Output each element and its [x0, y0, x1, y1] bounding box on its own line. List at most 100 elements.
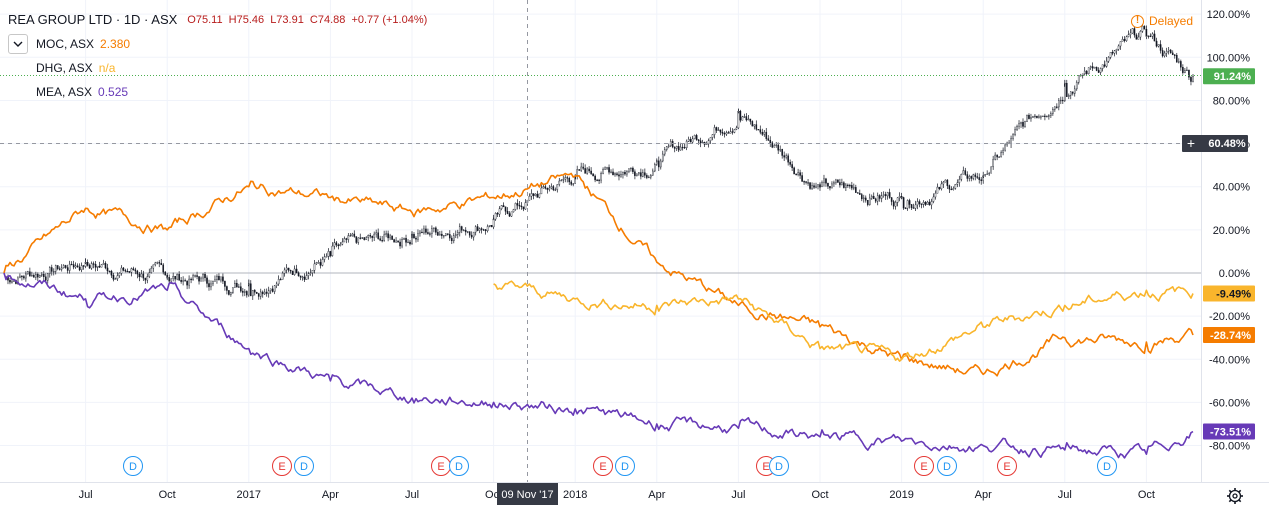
candle-body [41, 274, 43, 276]
candle-body [926, 201, 929, 205]
dividend-event-icon[interactable]: D [769, 456, 789, 476]
event-label: D [129, 461, 137, 473]
y-tick-label: 80.00% [1213, 95, 1251, 107]
candle-body [64, 265, 67, 268]
candle-body [136, 270, 139, 275]
candle-body [108, 270, 111, 272]
candle-body [456, 232, 459, 235]
candle-body [144, 277, 147, 281]
candle-body [928, 201, 931, 206]
candle-body [236, 283, 238, 288]
candle-body [120, 267, 123, 274]
dividend-event-icon[interactable]: D [1097, 456, 1117, 476]
candle-body [500, 205, 503, 209]
earnings-event-icon[interactable]: E [997, 456, 1017, 476]
legend-collapse-button[interactable] [8, 34, 28, 54]
dividend-event-icon[interactable]: D [937, 456, 957, 476]
candle-body [833, 182, 835, 185]
candle-body [554, 189, 557, 191]
candle-body [1147, 35, 1150, 37]
candle-body [74, 265, 77, 268]
candle-body [335, 242, 338, 246]
close-value: C74.88 [309, 14, 346, 26]
candle-body [996, 154, 998, 158]
open-value: O75.11 [187, 14, 223, 26]
candle-body [697, 139, 700, 141]
candle-body [805, 181, 807, 183]
candle-body [757, 129, 760, 131]
candle-body [894, 202, 897, 207]
candle-body [761, 132, 764, 135]
candle-body [835, 179, 837, 183]
event-label: D [775, 461, 783, 473]
earnings-event-icon[interactable]: E [593, 456, 613, 476]
candle-body [956, 182, 959, 185]
candle-body [160, 262, 163, 266]
candle-body [747, 118, 750, 121]
candle-body [35, 274, 37, 278]
candle-body [365, 237, 368, 240]
candle-body [78, 266, 81, 271]
legend-item-mea[interactable]: MEA, ASX 0.525 [8, 80, 430, 104]
candle-body [622, 171, 624, 175]
change-value: +0.77 (+1.04%) [351, 14, 428, 26]
candle-body [261, 291, 264, 295]
time-axis[interactable]: Jul Oct 2017 Apr Jul Oct 2018 Apr Jul Oct 2019 Apr J… [79, 489, 1155, 501]
candle-body [1101, 64, 1104, 69]
candle-body [212, 281, 214, 285]
candle-body [478, 228, 481, 231]
candle-body [568, 178, 571, 183]
candle-body [1014, 129, 1016, 135]
candle-body [449, 234, 451, 239]
candle-body [178, 273, 180, 281]
candle-body [1065, 82, 1068, 97]
candle-body [715, 127, 718, 131]
candle-body [301, 276, 304, 278]
high-value: H75.46 [228, 14, 265, 26]
gear-icon[interactable] [1226, 487, 1244, 505]
candle-body [669, 141, 672, 147]
candle-body [763, 131, 766, 135]
candle-body [311, 269, 314, 274]
candle-body [878, 195, 881, 199]
candle-body [896, 197, 899, 203]
dividend-event-icon[interactable]: D [449, 456, 469, 476]
candle-body [401, 239, 403, 247]
candle-body [777, 144, 780, 151]
series-main-candles [5, 24, 1194, 300]
candle-body [892, 201, 895, 207]
candle-body [279, 279, 282, 281]
candle-body [998, 156, 1000, 158]
candle-body [395, 240, 397, 243]
candle-body [918, 201, 921, 205]
y-tick-label: -20.00% [1209, 311, 1250, 323]
legend-item-dhg[interactable]: DHG, ASX n/a [8, 56, 430, 80]
earnings-event-icon[interactable]: E [914, 456, 934, 476]
earnings-event-icon[interactable]: E [431, 456, 451, 476]
candle-body [295, 268, 298, 273]
delayed-status[interactable]: ! Delayed [1131, 14, 1193, 28]
candle-body [884, 194, 887, 197]
candle-body [1135, 34, 1138, 40]
candle-body [1186, 69, 1188, 72]
candle-body [544, 186, 547, 189]
legend-item-moc[interactable]: MOC, ASX 2.380 [8, 32, 430, 56]
candle-body [719, 129, 722, 133]
main-symbol-title[interactable]: REA GROUP LTD · 1D · ASX [8, 12, 178, 27]
candle-body [976, 176, 979, 178]
candle-body [982, 175, 984, 177]
dividend-event-icon[interactable]: D [615, 456, 635, 476]
candle-body [435, 227, 437, 233]
dividend-event-icon[interactable]: D [294, 456, 314, 476]
candle-body [496, 213, 499, 215]
price-axis[interactable]: 120.00%100.00%80.00%60.00%40.00%20.00%0.… [1207, 9, 1251, 452]
dividend-event-icon[interactable]: D [123, 456, 143, 476]
candle-body [190, 278, 192, 281]
candle-body [265, 291, 268, 294]
candle-body [890, 197, 893, 202]
candle-body [797, 172, 799, 175]
earnings-event-icon[interactable]: E [272, 456, 292, 476]
candle-body [713, 127, 716, 135]
candle-body [19, 275, 21, 279]
